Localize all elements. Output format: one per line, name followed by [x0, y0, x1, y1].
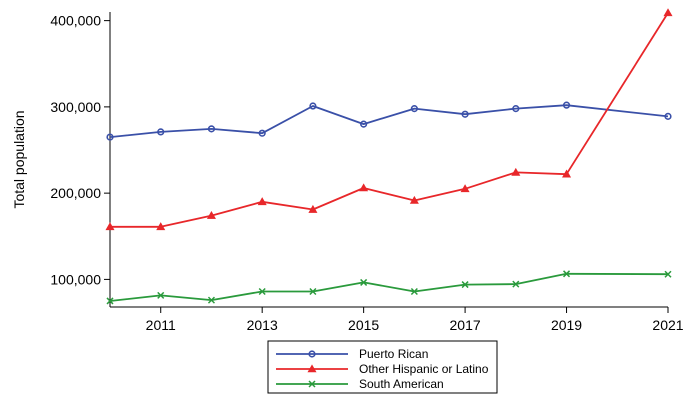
data-point-south-american-stroke: [512, 280, 520, 288]
legend-item-other-hispanic-or-latino: Other Hispanic or Latino: [276, 362, 489, 376]
series-line-other-hispanic-or-latino: [110, 12, 669, 228]
data-point-south-american: [410, 287, 418, 296]
data-point-south-american: [309, 287, 317, 296]
y-tick-label: 400,000: [50, 13, 101, 29]
x-tick-label: 2015: [348, 317, 379, 333]
data-point-south-american: [360, 278, 368, 286]
series-layer: [105, 8, 673, 305]
y-tick-label: 300,000: [50, 99, 101, 115]
data-point-other-hispanic-or-latino: [105, 222, 115, 231]
legend-item-south-american: South American: [276, 377, 444, 391]
data-point-other-hispanic-or-latino: [308, 204, 318, 213]
data-point-south-american: [664, 270, 672, 278]
legend-item-puerto-rican: Puerto Rican: [276, 347, 428, 361]
series-other-hispanic-or-latino: [105, 8, 673, 231]
data-point-other-hispanic-or-latino: [663, 8, 673, 17]
data-point-south-american-stroke: [207, 296, 215, 304]
data-point-south-american: [512, 280, 520, 288]
data-point-other-hispanic-or-latino: [156, 222, 166, 231]
data-point-puerto-rican: [512, 105, 520, 113]
legend-label: Other Hispanic or Latino: [359, 362, 489, 376]
legend-marker: [308, 380, 316, 388]
data-point-puerto-rican: [461, 110, 469, 118]
x-tick-label: 2021: [652, 317, 683, 333]
series-puerto-rican: [106, 101, 672, 141]
data-point-puerto-rican: [309, 102, 317, 110]
x-tick-label: 2013: [247, 317, 278, 333]
series-south-american: [106, 270, 672, 305]
data-point-other-hispanic-or-latino: [359, 183, 369, 192]
data-point-south-american: [207, 296, 215, 304]
data-point-other-hispanic-or-latino: [460, 184, 470, 193]
data-point-south-american: [563, 270, 571, 278]
data-point-south-american: [461, 281, 469, 289]
data-point-south-american: [258, 287, 266, 296]
data-point-south-american-stroke: [563, 270, 571, 278]
axes: 100,000 200,000 300,000 400,000 2011 2013 2015…: [11, 12, 684, 333]
data-point-south-american: [106, 297, 114, 305]
series-line-south-american: [109, 272, 669, 302]
data-point-puerto-rican: [360, 120, 368, 128]
legend-label: South American: [359, 377, 444, 391]
legend-label: Puerto Rican: [359, 347, 428, 361]
data-point-puerto-rican: [207, 125, 216, 133]
y-tick-label: 100,000: [50, 271, 101, 287]
data-point-south-american-stroke: [258, 287, 266, 296]
data-point-other-hispanic-or-latino: [562, 169, 572, 178]
data-point-other-hispanic-or-latino: [409, 195, 419, 204]
data-point-south-american-stroke: [664, 270, 672, 278]
y-tick-label: 200,000: [50, 185, 101, 201]
data-point-south-american-stroke: [309, 287, 317, 296]
data-point-south-american-stroke: [157, 291, 165, 299]
x-tick-label: 2017: [450, 317, 481, 333]
data-point-south-american-stroke: [461, 281, 469, 289]
data-point-puerto-rican: [258, 129, 266, 137]
data-point-south-american: [157, 291, 165, 299]
x-tick-label: 2011: [146, 317, 176, 333]
data-point-other-hispanic-or-latino: [511, 167, 521, 176]
data-point-south-american-stroke: [106, 297, 114, 305]
data-point-puerto-rican: [157, 128, 165, 136]
data-point-south-american-stroke: [410, 287, 418, 296]
legend-marker: [308, 350, 316, 358]
data-point-other-hispanic-or-latino: [206, 210, 216, 219]
legend-marker: [307, 364, 317, 373]
data-point-puerto-rican: [664, 112, 672, 120]
data-point-other-hispanic-or-latino: [257, 197, 267, 206]
legend-marker-stroke: [308, 380, 316, 388]
data-point-puerto-rican: [106, 133, 114, 141]
data-point-south-american-stroke: [360, 278, 368, 286]
y-axis-title: Total population: [11, 110, 27, 208]
x-tick-label: 2019: [551, 317, 582, 333]
data-point-puerto-rican: [410, 105, 418, 113]
series-line-puerto-rican: [109, 104, 669, 138]
data-point-puerto-rican: [562, 101, 571, 109]
